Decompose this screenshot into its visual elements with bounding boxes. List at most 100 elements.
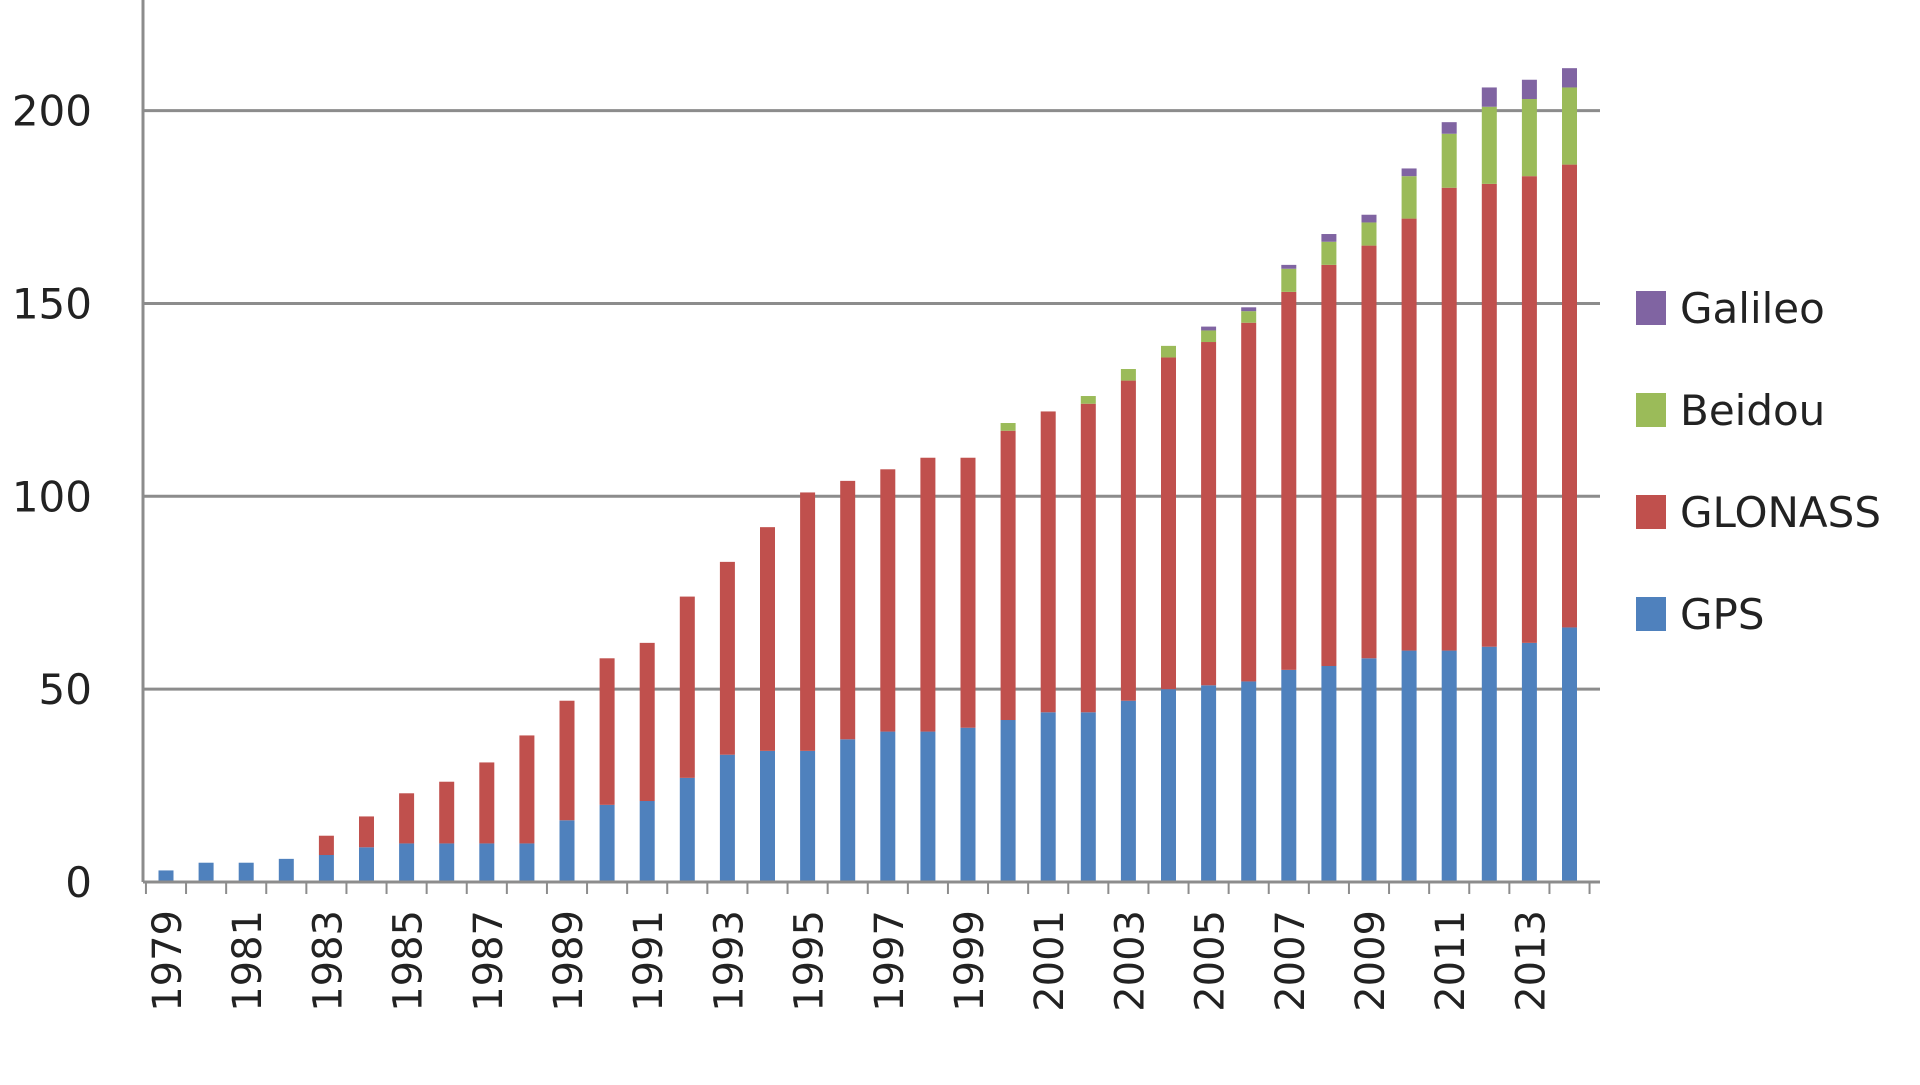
bar-gps-2005 — [1201, 685, 1217, 882]
bar-glonass-2005 — [1201, 342, 1217, 686]
bar-gps-2008 — [1321, 666, 1337, 882]
bar-glonass-2012 — [1481, 183, 1497, 647]
legend-swatch — [1636, 291, 1666, 325]
bar-gps-2009 — [1361, 658, 1377, 882]
bar-glonass-1999 — [960, 457, 976, 728]
bar-glonass-1998 — [920, 457, 936, 732]
bar-galileo-2008 — [1321, 234, 1337, 242]
legend-label: Beidou — [1680, 386, 1825, 435]
legend-swatch — [1636, 597, 1666, 631]
bar-beidou-2005 — [1201, 330, 1217, 343]
bar-glonass-2011 — [1441, 187, 1457, 651]
x-tick-label: 1983 — [305, 910, 351, 1012]
bar-gps-1980 — [198, 862, 214, 882]
bar-galileo-2012 — [1481, 87, 1497, 107]
bar-glonass-2007 — [1281, 291, 1297, 670]
bar-glonass-1985 — [399, 793, 415, 844]
y-tick-label: 150 — [12, 279, 92, 328]
legend-item-glonass: GLONASS — [1636, 488, 1881, 537]
bar-glonass-2010 — [1401, 218, 1417, 651]
legend-label: Galileo — [1680, 284, 1825, 333]
bar-gps-1997 — [880, 731, 896, 882]
x-tick-label: 1981 — [225, 910, 271, 1012]
bar-gps-2014 — [1562, 627, 1577, 882]
bar-glonass-1992 — [679, 596, 695, 778]
x-tick-label: 2013 — [1508, 910, 1554, 1012]
x-tick-label: 2001 — [1027, 910, 1073, 1012]
bar-glonass-2000 — [1000, 430, 1016, 721]
bar-glonass-1983 — [318, 835, 334, 856]
bar-gps-2006 — [1241, 681, 1257, 882]
bar-glonass-1996 — [840, 480, 856, 740]
bar-glonass-1986 — [439, 781, 455, 844]
bar-galileo-2011 — [1441, 122, 1457, 134]
bar-beidou-2009 — [1361, 222, 1377, 246]
bar-gps-2004 — [1161, 689, 1176, 882]
x-tick-label: 1991 — [626, 910, 672, 1012]
bar-gps-1982 — [278, 858, 294, 882]
bar-gps-1999 — [960, 727, 976, 882]
x-tick-label: 1987 — [466, 910, 512, 1012]
bar-glonass-2014 — [1562, 164, 1577, 628]
bar-beidou-2014 — [1562, 87, 1577, 165]
x-tick-label: 1993 — [706, 910, 752, 1012]
bar-gps-1995 — [800, 750, 816, 882]
bar-gps-1998 — [920, 731, 936, 882]
x-tick-label: 1999 — [947, 910, 993, 1012]
x-tick-label: 2009 — [1348, 910, 1394, 1012]
bar-gps-1993 — [719, 754, 735, 882]
bar-gps-1984 — [359, 847, 374, 882]
y-tick-label: 200 — [12, 87, 92, 136]
legend-item-galileo: Galileo — [1636, 284, 1825, 333]
x-tick-label: 2005 — [1188, 910, 1234, 1012]
grid-lines — [143, 109, 1600, 691]
x-tick-label: 1995 — [787, 910, 833, 1012]
axes — [141, 0, 1600, 894]
bar-beidou-2006 — [1241, 311, 1257, 323]
y-tick-labels: 0 50 100 150 200 — [12, 87, 92, 907]
bar-glonass-2004 — [1161, 357, 1176, 690]
bar-gps-2010 — [1401, 650, 1417, 882]
legend-label: GLONASS — [1680, 488, 1881, 537]
bar-gps-1996 — [840, 739, 856, 882]
bar-glonass-1987 — [479, 762, 495, 844]
bar-beidou-2000 — [1000, 423, 1016, 431]
bar-gps-2002 — [1080, 712, 1096, 882]
bar-gps-1994 — [760, 750, 775, 882]
bar-gps-1992 — [679, 777, 695, 882]
bar-beidou-2007 — [1281, 268, 1297, 292]
legend-item-gps: GPS — [1636, 590, 1765, 639]
y-tick-label: 100 — [12, 472, 92, 521]
bar-glonass-2002 — [1080, 403, 1096, 713]
bar-galileo-2010 — [1401, 168, 1417, 177]
bar-glonass-2008 — [1321, 264, 1337, 667]
y-tick-label: 50 — [39, 665, 92, 714]
bar-gps-1988 — [519, 843, 535, 882]
bar-gps-1987 — [479, 843, 495, 882]
bar-galileo-2007 — [1281, 264, 1297, 269]
legend: Galileo Beidou GLONASS GPS — [1636, 284, 1881, 639]
bar-beidou-2002 — [1080, 396, 1096, 404]
bar-gps-2007 — [1281, 669, 1297, 882]
bars — [158, 68, 1577, 882]
bar-gps-1990 — [599, 804, 615, 882]
legend-swatch — [1636, 393, 1666, 427]
bar-gps-2011 — [1441, 650, 1457, 882]
x-tick-label: 2007 — [1268, 910, 1314, 1012]
bar-beidou-2008 — [1321, 241, 1337, 265]
bar-glonass-2006 — [1241, 322, 1257, 682]
bar-galileo-2005 — [1201, 326, 1217, 331]
bar-gps-1983 — [318, 855, 334, 882]
legend-label: GPS — [1680, 590, 1765, 639]
bar-beidou-2012 — [1481, 106, 1497, 184]
bar-glonass-2001 — [1040, 411, 1056, 713]
bar-beidou-2004 — [1161, 345, 1176, 358]
bar-glonass-1997 — [880, 469, 896, 732]
bar-glonass-2003 — [1120, 380, 1136, 701]
bar-beidou-2010 — [1401, 176, 1417, 219]
x-tick-label: 1997 — [867, 910, 913, 1012]
bar-gps-1989 — [559, 820, 575, 882]
legend-item-beidou: Beidou — [1636, 386, 1825, 435]
